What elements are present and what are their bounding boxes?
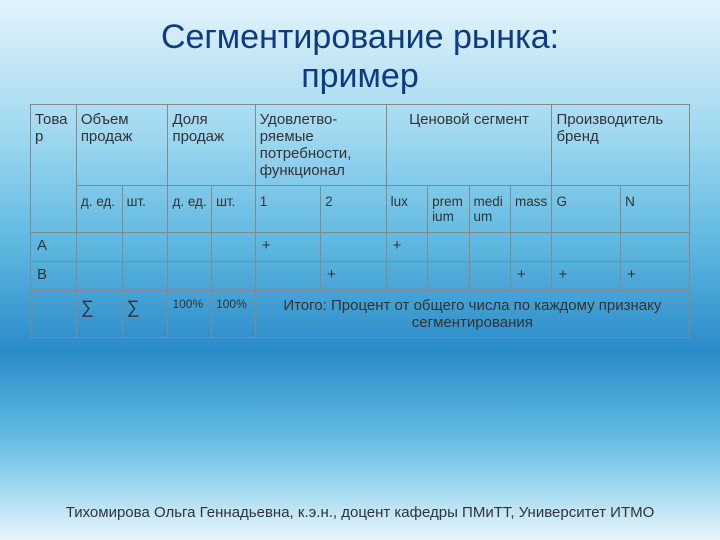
header-needs: Удовлетво-ряемые потребности, функционал bbox=[255, 105, 386, 186]
subheader-0: д. ед. bbox=[76, 186, 122, 233]
cell bbox=[255, 262, 320, 291]
cell bbox=[428, 233, 469, 262]
subheader-11: N bbox=[621, 186, 690, 233]
row-label: А bbox=[31, 233, 77, 262]
table-row: А + + bbox=[31, 233, 690, 262]
slide-footer: Тихомирова Ольга Геннадьевна, к.э.н., до… bbox=[0, 504, 720, 522]
total-sum-0: ∑ bbox=[76, 291, 122, 338]
subheader-1: шт. bbox=[122, 186, 168, 233]
cell: + bbox=[552, 262, 621, 291]
table-container: ТоварОбъем продажДоля продажУдовлетво-ря… bbox=[30, 104, 690, 338]
subheader-7: premium bbox=[428, 186, 469, 233]
cell: + bbox=[255, 233, 320, 262]
header-brand: Производитель бренд bbox=[552, 105, 690, 186]
total-sum-3: 100% bbox=[212, 291, 256, 338]
total-sum-1: ∑ bbox=[122, 291, 168, 338]
cell: + bbox=[321, 262, 386, 291]
cell bbox=[469, 262, 510, 291]
cell bbox=[428, 262, 469, 291]
subheader-8: medium bbox=[469, 186, 510, 233]
header-sales_share: Доля продаж bbox=[168, 105, 255, 186]
header-price_seg: Ценовой сегмент bbox=[386, 105, 552, 186]
cell: + bbox=[621, 262, 690, 291]
subheader-5: 2 bbox=[321, 186, 386, 233]
table-row: В++++ bbox=[31, 262, 690, 291]
subheader-9: mass bbox=[510, 186, 551, 233]
segmentation-table: ТоварОбъем продажДоля продажУдовлетво-ря… bbox=[30, 104, 690, 338]
cell bbox=[510, 233, 551, 262]
cell bbox=[122, 262, 168, 291]
subheader-4: 1 bbox=[255, 186, 320, 233]
title-line-2: пример bbox=[301, 57, 419, 95]
slide-title: Сегментирование рынка: пример bbox=[0, 0, 720, 96]
total-sum-2: 100% bbox=[168, 291, 212, 338]
cell bbox=[76, 233, 122, 262]
table-subheader-row: д. ед.шт.д. ед.шт.12luxpremiummediummass… bbox=[31, 186, 690, 233]
cell bbox=[552, 233, 621, 262]
slide: Сегментирование рынка: пример ТоварОбъем… bbox=[0, 0, 720, 540]
total-text: Итого: Процент от общего числа по каждом… bbox=[255, 291, 689, 338]
title-line-1: Сегментирование рынка: bbox=[161, 18, 559, 56]
cell bbox=[386, 262, 427, 291]
subheader-2: д. ед. bbox=[168, 186, 212, 233]
cell: + bbox=[510, 262, 551, 291]
row-label: В bbox=[31, 262, 77, 291]
cell bbox=[321, 233, 386, 262]
header-tovar: Товар bbox=[31, 105, 77, 233]
cell bbox=[212, 262, 256, 291]
total-tovar bbox=[31, 291, 77, 338]
cell: + bbox=[386, 233, 427, 262]
cell bbox=[168, 262, 212, 291]
subheader-6: lux bbox=[386, 186, 427, 233]
cell bbox=[76, 262, 122, 291]
cell bbox=[621, 233, 690, 262]
cell bbox=[168, 233, 212, 262]
cell bbox=[212, 233, 256, 262]
header-sales_vol: Объем продаж bbox=[76, 105, 168, 186]
subheader-3: шт. bbox=[212, 186, 256, 233]
table-header-row: ТоварОбъем продажДоля продажУдовлетво-ря… bbox=[31, 105, 690, 186]
cell bbox=[122, 233, 168, 262]
subheader-10: G bbox=[552, 186, 621, 233]
cell bbox=[469, 233, 510, 262]
table-total-row: ∑∑100%100%Итого: Процент от общего числа… bbox=[31, 291, 690, 338]
